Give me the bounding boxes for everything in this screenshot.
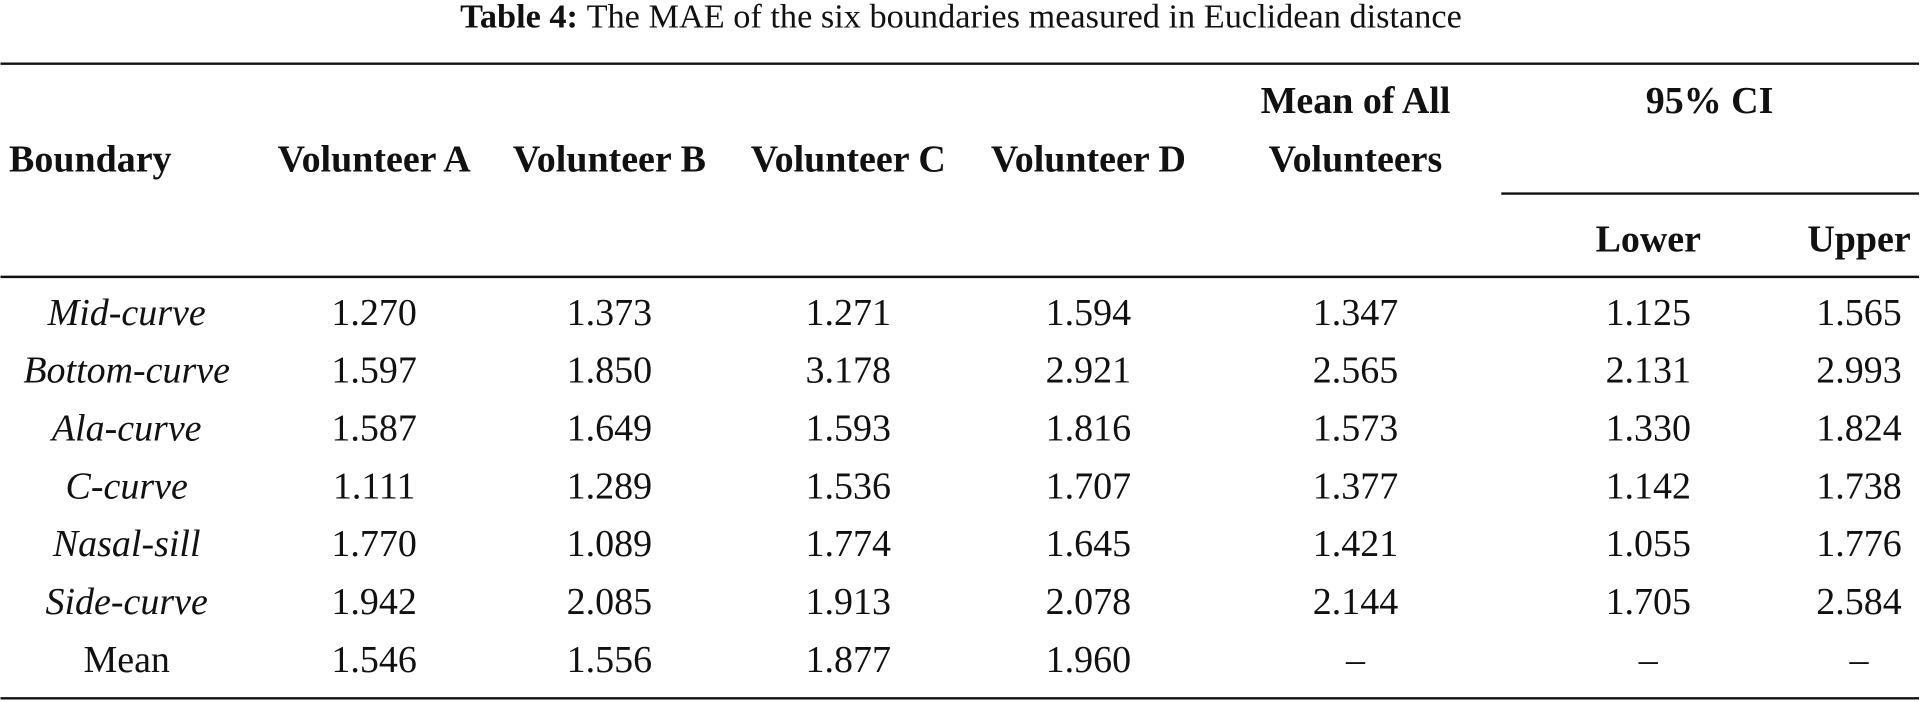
- cell: 2.565: [1313, 350, 1398, 392]
- cell: 1.556: [567, 639, 652, 681]
- cell: 1.125: [1606, 292, 1691, 334]
- cell: 1.942: [331, 581, 416, 623]
- cell: 1.347: [1313, 292, 1398, 334]
- cell: 1.594: [1046, 292, 1131, 334]
- cell: 1.738: [1816, 465, 1901, 507]
- row-label: Nasal-sill: [52, 523, 201, 565]
- cell: 2.085: [567, 581, 652, 623]
- header-volunteer: Volunteer C: [751, 139, 946, 181]
- cell: 1.593: [806, 407, 891, 449]
- cell: 1.705: [1606, 581, 1691, 623]
- cell: 1.587: [331, 407, 416, 449]
- header-volunteer: Volunteer A: [278, 139, 472, 181]
- cell: 1.645: [1046, 523, 1131, 565]
- row-label: Bottom-curve: [23, 350, 230, 392]
- cell: 1.597: [331, 350, 416, 392]
- cell: 1.546: [331, 639, 416, 681]
- cell: 1.142: [1606, 465, 1691, 507]
- cell: 1.330: [1606, 407, 1691, 449]
- cell: –: [1638, 639, 1659, 681]
- row-label: Mean: [83, 639, 169, 681]
- cell: 1.877: [806, 639, 891, 681]
- cell: –: [1849, 639, 1870, 681]
- cell: 1.055: [1606, 523, 1691, 565]
- header-mean: Volunteers: [1269, 139, 1443, 181]
- cell: 1.421: [1313, 523, 1398, 565]
- header-volunteer: Volunteer D: [991, 139, 1186, 181]
- cell: 3.178: [806, 350, 891, 392]
- cell: 1.373: [567, 292, 652, 334]
- cell: 1.707: [1046, 465, 1131, 507]
- cell: 1.111: [333, 465, 416, 507]
- header-volunteer: Volunteer B: [513, 139, 706, 181]
- row-label: Ala-curve: [49, 407, 202, 449]
- cell: 2.584: [1816, 581, 1901, 623]
- cell: 1.270: [331, 292, 416, 334]
- cell: 2.993: [1816, 350, 1901, 392]
- cell: 1.960: [1046, 639, 1131, 681]
- cell: 1.913: [806, 581, 891, 623]
- cell: 1.289: [567, 465, 652, 507]
- row-label: Side-curve: [46, 581, 208, 623]
- cell: 1.573: [1313, 407, 1398, 449]
- header-ci: 95% CI: [1646, 80, 1774, 122]
- cell: 2.144: [1313, 581, 1398, 623]
- row-label: C-curve: [66, 465, 188, 507]
- header-upper: Upper: [1807, 218, 1911, 260]
- cell: 2.131: [1606, 350, 1691, 392]
- cell: 2.921: [1046, 350, 1131, 392]
- row-label: Mid-curve: [47, 292, 206, 334]
- cell: 2.078: [1046, 581, 1131, 623]
- caption-label: Table 4:: [460, 0, 578, 35]
- cell: 1.776: [1816, 523, 1901, 565]
- header-boundary: Boundary: [9, 139, 171, 181]
- cell: 1.816: [1046, 407, 1131, 449]
- cell: 1.770: [331, 523, 416, 565]
- cell: 1.824: [1816, 407, 1901, 449]
- caption: Table 4: The MAE of the six boundaries m…: [460, 0, 1462, 35]
- cell: 1.565: [1816, 292, 1901, 334]
- cell: 1.774: [806, 523, 891, 565]
- cell: 1.649: [567, 407, 652, 449]
- header-lower: Lower: [1596, 218, 1702, 260]
- cell: 1.089: [567, 523, 652, 565]
- caption-text: The MAE of the six boundaries measured i…: [587, 0, 1462, 35]
- cell: 1.377: [1313, 465, 1398, 507]
- cell: 1.850: [567, 350, 652, 392]
- header-mean: Mean of All: [1261, 80, 1451, 122]
- cell: 1.536: [806, 465, 891, 507]
- cell: –: [1345, 639, 1366, 681]
- cell: 1.271: [806, 292, 891, 334]
